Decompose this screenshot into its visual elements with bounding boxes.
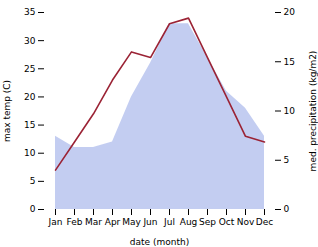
- svg-text:May: May: [122, 217, 141, 227]
- svg-text:20: 20: [24, 92, 36, 102]
- svg-text:max temp (C): max temp (C): [2, 80, 12, 142]
- svg-text:med. precipitation (kg/m2): med. precipitation (kg/m2): [308, 51, 318, 172]
- svg-text:Jun: Jun: [142, 217, 157, 227]
- svg-text:15: 15: [24, 120, 35, 130]
- svg-text:Nov: Nov: [237, 217, 255, 227]
- svg-text:30: 30: [24, 36, 36, 46]
- svg-text:10: 10: [284, 106, 296, 116]
- svg-text:35: 35: [24, 7, 35, 17]
- svg-text:Jan: Jan: [48, 217, 63, 227]
- svg-text:Oct: Oct: [219, 217, 235, 227]
- svg-text:0: 0: [284, 204, 290, 214]
- svg-text:Sep: Sep: [199, 217, 216, 227]
- svg-text:Jul: Jul: [163, 217, 175, 227]
- svg-text:10: 10: [24, 148, 36, 158]
- svg-text:Mar: Mar: [85, 217, 102, 227]
- svg-text:5: 5: [30, 176, 36, 186]
- svg-text:date (month): date (month): [130, 237, 189, 247]
- svg-text:5: 5: [284, 155, 290, 165]
- svg-text:25: 25: [24, 64, 35, 74]
- svg-text:0: 0: [30, 204, 36, 214]
- svg-text:Aug: Aug: [180, 217, 198, 227]
- svg-text:Feb: Feb: [67, 217, 83, 227]
- svg-text:Dec: Dec: [256, 217, 273, 227]
- svg-text:15: 15: [284, 57, 295, 67]
- svg-text:20: 20: [284, 7, 296, 17]
- svg-text:Apr: Apr: [105, 217, 121, 227]
